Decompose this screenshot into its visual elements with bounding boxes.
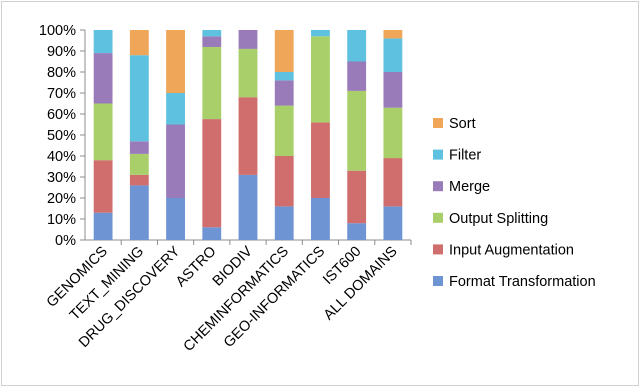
legend-label-merge: Merge [449,179,490,195]
y-tick-label: 50% [47,128,76,144]
bar-segment-drug-discovery-filter [166,93,185,125]
legend-swatch-merge [433,181,443,192]
bars [93,30,403,240]
bar-segment-text-mining-sort [129,30,149,56]
bar-segment-cheminformatics-format-transformation [274,206,294,240]
y-tick-label: 90% [47,44,76,60]
legend-label-sort: Sort [449,116,476,132]
bar-segment-geo-informatics-format-transformation [311,198,330,240]
bar-segment-drug-discovery-sort [166,30,185,93]
bar-segment-astro-output-splitting [202,46,222,120]
bar-segment-genomics-output-splitting [93,103,113,161]
bar-segment-ist600-output-splitting [347,90,367,171]
bar-segment-genomics-format-transformation [93,212,113,240]
bar-segment-genomics-merge [93,53,113,104]
bar-segment-cheminformatics-merge [274,80,294,106]
bar-segment-cheminformatics-input-augmentation [274,156,294,207]
bar-segment-ist600-filter [347,30,367,62]
bar-segment-biodiv-merge [238,30,258,49]
bar-segment-all-domains-input-augmentation [383,158,403,207]
bar-segment-astro-merge [202,36,222,47]
bar-segment-ist600-merge [347,61,367,91]
bar-segment-all-domains-merge [383,72,403,108]
bar-segment-cheminformatics-output-splitting [274,105,294,156]
bar-segment-text-mining-input-augmentation [129,174,149,186]
legend-swatch-input-augmentation [433,244,443,255]
bar-segment-drug-discovery-format-transformation [166,198,185,240]
bar-segment-ist600-input-augmentation [347,170,367,224]
bar-segment-genomics-input-augmentation [93,160,113,213]
legend-label-filter: Filter [449,148,481,164]
bar-segment-genomics-filter [93,30,113,54]
y-tick-label: 30% [47,170,76,186]
legend-label-input-augmentation: Input Augmentation [449,242,574,258]
bar-segment-text-mining-output-splitting [129,153,149,175]
legend-swatch-format-transformation [433,276,443,286]
bar-segment-all-domains-sort [383,30,403,39]
bar-segment-drug-discovery-merge [166,124,185,198]
bar-segment-text-mining-filter [129,55,149,142]
bar-segment-astro-format-transformation [202,227,222,240]
bar-segment-all-domains-format-transformation [383,206,403,240]
bar-segment-astro-input-augmentation [202,119,222,228]
y-tick-label: 40% [47,149,76,165]
bar-segment-ist600-format-transformation [347,223,367,240]
bar-segment-biodiv-output-splitting [238,48,258,98]
legend-swatch-filter [433,149,443,160]
bar-segment-biodiv-format-transformation [238,174,258,240]
legend-label-format-transformation: Format Transformation [449,274,596,290]
bar-segment-all-domains-output-splitting [383,107,403,159]
legend-label-output-splitting: Output Splitting [449,211,548,227]
bar-segment-astro-filter [202,30,222,37]
y-tick-label: 100% [39,23,76,39]
x-category-label: ASTRO [173,244,220,291]
bar-segment-geo-informatics-input-augmentation [311,122,330,198]
legend: Sort Filter Merge Output Splitting Input Aug… [433,116,596,290]
legend-swatch-output-splitting [433,212,443,223]
y-tick-label: 10% [47,212,76,228]
y-tick-label: 20% [47,191,76,207]
y-tick-label: 0% [55,233,76,249]
bar-segment-text-mining-format-transformation [129,185,149,240]
bar-segment-cheminformatics-filter [274,72,294,81]
bar-segment-biodiv-input-augmentation [238,97,258,175]
bar-segment-geo-informatics-output-splitting [311,36,330,123]
legend-swatch-sort [433,118,443,128]
y-tick-label: 60% [47,107,76,123]
bar-segment-cheminformatics-sort [274,30,294,72]
bar-segment-text-mining-merge [129,141,149,154]
bar-segment-all-domains-filter [383,38,403,72]
y-tick-label: 70% [47,86,76,102]
y-tick-label: 80% [47,65,76,81]
bar-segment-geo-informatics-filter [311,30,330,37]
